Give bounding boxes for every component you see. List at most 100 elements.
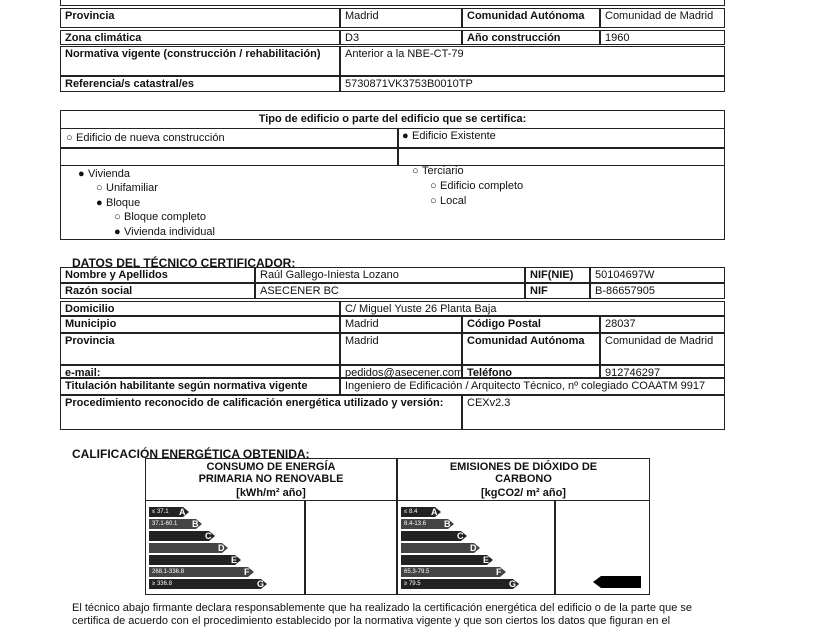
field-value: C/ Miguel Yuste 26 Planta Baja xyxy=(340,301,725,316)
rating-value-col xyxy=(305,500,397,595)
field-value: 50104697W xyxy=(590,267,725,283)
section-title: DATOS DEL TÉCNICO CERTIFICADOR: xyxy=(72,256,296,270)
field-value: Ingeniero de Edificación / Arquitecto Té… xyxy=(340,378,725,395)
field-label: Código Postal xyxy=(462,316,600,333)
option-label: Bloque completo xyxy=(124,211,206,223)
rating-heading: EMISIONES DE DIÓXIDO DE CARBONO xyxy=(449,461,598,485)
rating-band: 65.3-79.5 xyxy=(401,567,506,577)
field-label: Procedimiento reconocido de calificación… xyxy=(60,395,462,430)
option-label: Vivienda xyxy=(88,168,130,180)
band-range: 37.1-60.1 xyxy=(152,521,178,527)
rating-band xyxy=(149,531,215,541)
band-letter: G xyxy=(509,579,517,589)
field-value: 1960 xyxy=(600,30,725,45)
rating-band xyxy=(401,555,493,565)
declaration-text: El técnico abajo firmante declara respon… xyxy=(72,602,693,627)
field-label: Comunidad Autónoma xyxy=(462,333,600,365)
field-label: Provincia xyxy=(60,333,340,365)
rating-heading: CONSUMO DE ENERGÍA PRIMARIA NO RENOVABLE xyxy=(198,461,344,485)
field-value: Madrid xyxy=(340,8,462,28)
rating-band: ≤ 37.1 xyxy=(149,507,189,517)
band-range: ≤ 8.4 xyxy=(404,509,418,515)
band-range: ≥ 336.8 xyxy=(152,581,172,587)
field-label: NIF xyxy=(525,283,590,299)
option-label: Edificio de nueva construcción xyxy=(76,132,225,144)
option-cell xyxy=(398,148,725,166)
option-label: Vivienda individual xyxy=(124,226,215,238)
option-label: Edificio completo xyxy=(440,180,524,192)
option-label: Unifamiliar xyxy=(106,182,158,194)
option-marker: ● xyxy=(78,168,85,180)
rating-band: ≥ 336.8 xyxy=(149,579,267,589)
band-letter: D xyxy=(470,543,477,553)
band-range: 8.4-13.6 xyxy=(404,521,427,527)
band-range: 268.1-336.8 xyxy=(152,569,185,575)
band-letter: A xyxy=(431,507,438,517)
rating-indicator xyxy=(593,576,641,588)
band-letter: B xyxy=(444,519,451,529)
option-marker: ○ xyxy=(114,211,121,223)
field-label: Titulación habilitante según normativa v… xyxy=(60,378,340,395)
field-label: Normativa vigente (construcción / rehabi… xyxy=(60,46,340,76)
field-label: Año construcción xyxy=(462,30,600,45)
field-value: 5730871VK3753B0010TP xyxy=(340,76,725,92)
rating-band xyxy=(401,531,467,541)
option-marker: ● xyxy=(114,226,121,238)
option-marker: ● xyxy=(96,197,103,209)
field-value: pedidos@asecener.com xyxy=(340,365,462,378)
rating-unit: [kWh/m² año] xyxy=(236,487,306,499)
band-letter: B xyxy=(192,519,199,529)
band-letter: F xyxy=(496,567,502,577)
section-title: CALIFICACIÓN ENERGÉTICA OBTENIDA: xyxy=(72,447,310,461)
rating-band: 37.1-60.1 xyxy=(149,519,202,529)
band-range: 65.3-79.5 xyxy=(404,569,430,575)
field-label: Zona climática xyxy=(60,30,340,45)
option-label: Bloque xyxy=(106,197,141,209)
option-cell xyxy=(398,128,725,148)
option-label: Edificio Existente xyxy=(412,130,496,142)
field-label: e-mail: xyxy=(60,365,340,378)
option-marker: ● xyxy=(402,130,409,142)
field-value: Madrid xyxy=(340,333,462,365)
band-letter: E xyxy=(483,555,490,565)
field-label: Municipio xyxy=(60,316,340,333)
field-value: B-86657905 xyxy=(590,283,725,299)
field-label: Razón social xyxy=(60,283,255,299)
field-label: Nombre y Apellidos xyxy=(60,267,255,283)
band-letter: D xyxy=(218,543,225,553)
field-value: 28037 xyxy=(600,316,725,333)
band-range: ≥ 79.5 xyxy=(404,581,421,587)
field-value: Comunidad de Madrid xyxy=(600,8,725,28)
field-label: Comunidad Autónoma xyxy=(462,8,600,28)
band-letter: G xyxy=(257,579,265,589)
field-value: D3 xyxy=(340,30,462,45)
band-letter: F xyxy=(244,567,250,577)
band-letter: A xyxy=(179,507,186,517)
option-marker: ○ xyxy=(66,132,73,144)
field-label: Referencia/s catastral/es xyxy=(60,76,340,92)
rating-unit: [kgCO2/ m² año] xyxy=(481,487,566,499)
band-letter: E xyxy=(231,555,238,565)
rating-band: 8.4-13.6 xyxy=(401,519,454,529)
rating-band xyxy=(401,543,480,553)
field-value: Raúl Gallego-Iniesta Lozano xyxy=(255,267,525,283)
option-marker: ○ xyxy=(430,195,437,207)
field-label: Domicilio xyxy=(60,301,340,316)
table-row-cut xyxy=(60,0,725,6)
rating-scale-col xyxy=(397,500,555,595)
section-box xyxy=(60,110,725,240)
rating-band: 268.1-336.8 xyxy=(149,567,254,577)
section-header: Tipo de edificio o parte del edificio qu… xyxy=(258,113,527,125)
rating-band: ≥ 79.5 xyxy=(401,579,519,589)
option-label: Local xyxy=(440,195,467,207)
rating-band xyxy=(149,555,241,565)
band-letter: C xyxy=(457,531,464,541)
option-cell xyxy=(60,148,398,166)
band-range: ≤ 37.1 xyxy=(152,509,169,515)
option-label: Terciario xyxy=(422,165,464,177)
option-marker: ○ xyxy=(96,182,103,194)
field-label: Provincia xyxy=(60,8,340,28)
rating-scale-col xyxy=(145,500,305,595)
field-value: Comunidad de Madrid xyxy=(600,333,725,365)
